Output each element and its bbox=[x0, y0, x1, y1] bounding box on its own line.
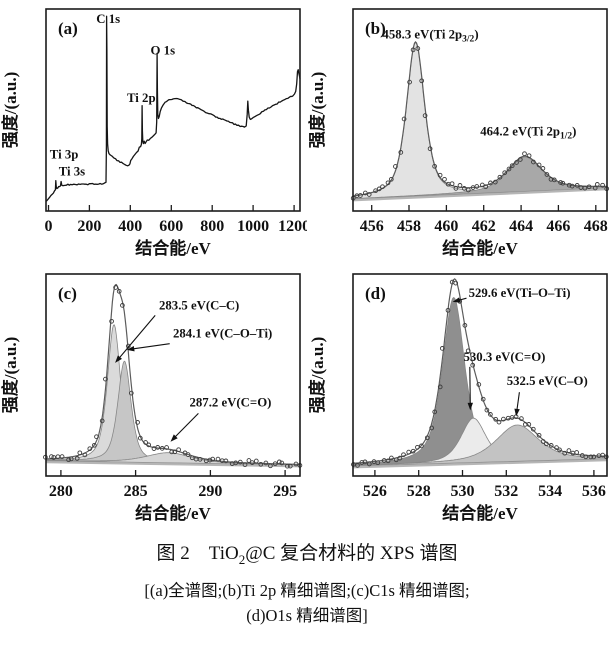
svg-text:280: 280 bbox=[49, 483, 73, 500]
svg-text:295: 295 bbox=[273, 483, 297, 500]
spectrum-plot-a: 0 200 400 600 800 1000 1200 结合能/eV 强度/(a.u.) (a) C… bbox=[0, 8, 307, 258]
spectrum-plot-b: 456 458 460 462 464 466 468结合能/eV强度/(a.u.)(b)4… bbox=[307, 8, 610, 258]
svg-text:Ti 2p: Ti 2p bbox=[127, 91, 156, 105]
svg-text:强度/(a.u.): 强度/(a.u.) bbox=[0, 337, 20, 414]
figure-caption-note-line1: [(a)全谱图;(b)Ti 2p 精细谱图;(c)C1s 精细谱图; bbox=[144, 580, 470, 600]
svg-text:结合能/eV: 结合能/eV bbox=[135, 238, 211, 258]
svg-text:C 1s: C 1s bbox=[96, 12, 120, 26]
figure-caption: 图 2 TiO2@C 复合材料的 XPS 谱图 [(a)全谱图;(b)Ti 2p… bbox=[0, 538, 614, 629]
svg-text:468: 468 bbox=[584, 218, 608, 235]
svg-text:O 1s: O 1s bbox=[151, 44, 176, 58]
svg-text:(c): (c) bbox=[58, 284, 77, 303]
svg-text:1200: 1200 bbox=[278, 218, 307, 235]
svg-text:结合能/eV: 结合能/eV bbox=[442, 238, 518, 258]
svg-text:532: 532 bbox=[494, 483, 518, 500]
svg-text:460: 460 bbox=[434, 218, 458, 235]
svg-text:0: 0 bbox=[45, 218, 53, 235]
svg-text:1000: 1000 bbox=[237, 218, 269, 235]
svg-text:强度/(a.u.): 强度/(a.u.) bbox=[307, 72, 327, 149]
svg-text:(a): (a) bbox=[58, 19, 78, 38]
panel-a-survey-spectrum: 0 200 400 600 800 1000 1200 结合能/eV 强度/(a.u.) (a) C… bbox=[0, 0, 307, 265]
svg-text:287.2 eV(C=O): 287.2 eV(C=O) bbox=[190, 395, 272, 409]
svg-text:Ti 3s: Ti 3s bbox=[59, 165, 85, 179]
svg-text:(d): (d) bbox=[365, 284, 386, 303]
spectrum-plot-c: 280 285 290 295 结合能/eV 强度/(a.u.) (c) 283.5 eV(C… bbox=[0, 273, 303, 523]
svg-text:458.3 eV(Ti 2p3/2): 458.3 eV(Ti 2p3/2) bbox=[382, 27, 478, 44]
svg-text:456: 456 bbox=[360, 218, 384, 235]
panel-grid: 0 200 400 600 800 1000 1200 结合能/eV 强度/(a.u.) (a) C… bbox=[0, 0, 614, 530]
caption-title-pre: 图 2 TiO bbox=[156, 543, 239, 564]
svg-text:464: 464 bbox=[509, 218, 533, 235]
svg-text:600: 600 bbox=[159, 218, 183, 235]
svg-text:强度/(a.u.): 强度/(a.u.) bbox=[0, 72, 20, 149]
svg-text:(b): (b) bbox=[365, 19, 386, 38]
svg-text:530.3 eV(C=O): 530.3 eV(C=O) bbox=[464, 350, 546, 364]
svg-text:290: 290 bbox=[198, 483, 222, 500]
svg-text:534: 534 bbox=[538, 483, 562, 500]
caption-title-post: @C 复合材料的 XPS 谱图 bbox=[245, 543, 458, 564]
svg-text:529.6 eV(Ti–O–Ti): 529.6 eV(Ti–O–Ti) bbox=[469, 286, 571, 300]
figure-caption-title: 图 2 TiO2@C 复合材料的 XPS 谱图 bbox=[0, 538, 614, 568]
svg-text:强度/(a.u.): 强度/(a.u.) bbox=[307, 337, 327, 414]
figure-caption-note-line2: (d)O1s 精细谱图] bbox=[246, 606, 368, 626]
svg-text:536: 536 bbox=[582, 483, 606, 500]
svg-text:466: 466 bbox=[546, 218, 570, 235]
panel-c-c1s-spectrum: 280 285 290 295 结合能/eV 强度/(a.u.) (c) 283.5 eV(C… bbox=[0, 265, 307, 530]
svg-text:284.1 eV(C–O–Ti): 284.1 eV(C–O–Ti) bbox=[173, 327, 272, 341]
svg-text:结合能/eV: 结合能/eV bbox=[442, 503, 518, 523]
spectrum-plot-d: 526 528 530 532 534 536 结合能/eV 强度/(a.u.) (d) 529.… bbox=[307, 273, 609, 523]
svg-text:532.5 eV(C–O): 532.5 eV(C–O) bbox=[507, 374, 588, 388]
svg-text:800: 800 bbox=[200, 218, 224, 235]
svg-text:526: 526 bbox=[363, 483, 387, 500]
panel-b-ti2p-spectrum: 456 458 460 462 464 466 468 结合能/eV 强度/(a.u.) (b) 4… bbox=[307, 0, 614, 265]
svg-text:464.2 eV(Ti 2p1/2): 464.2 eV(Ti 2p1/2) bbox=[480, 124, 576, 141]
svg-text:462: 462 bbox=[472, 218, 496, 235]
svg-text:Ti 3p: Ti 3p bbox=[50, 148, 79, 162]
svg-text:结合能/eV: 结合能/eV bbox=[135, 503, 211, 523]
svg-text:200: 200 bbox=[77, 218, 101, 235]
caption-title-subscript: 2 bbox=[238, 551, 246, 567]
svg-text:528: 528 bbox=[407, 483, 431, 500]
svg-text:400: 400 bbox=[118, 218, 142, 235]
panel-d-o1s-spectrum: 526 528 530 532 534 536 结合能/eV 强度/(a.u.) (d) 529.… bbox=[307, 265, 614, 530]
svg-text:285: 285 bbox=[124, 483, 148, 500]
xps-figure: 0 200 400 600 800 1000 1200 结合能/eV 强度/(a.u.) (a) C… bbox=[0, 0, 614, 629]
svg-text:530: 530 bbox=[451, 483, 475, 500]
svg-text:458: 458 bbox=[397, 218, 421, 235]
svg-text:283.5 eV(C–C): 283.5 eV(C–C) bbox=[159, 298, 239, 312]
